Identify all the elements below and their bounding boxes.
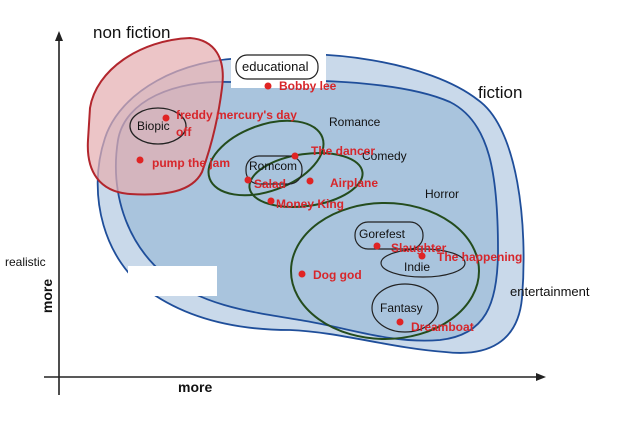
money-king-dot <box>267 197 275 205</box>
bobby-lee-label: Bobby lee <box>279 79 337 93</box>
educational-label: educational <box>242 59 309 74</box>
blank-label-patch <box>128 266 217 296</box>
the-dancer-dot <box>291 152 299 160</box>
comedy-label: Comedy <box>362 149 407 163</box>
airplane-dot <box>306 177 314 185</box>
salad-dot <box>244 176 252 184</box>
educational-label-patch <box>231 50 326 88</box>
fiction-label: fiction <box>478 83 522 102</box>
money-king-label: Money King <box>276 197 344 211</box>
fantasy-label: Fantasy <box>380 301 423 315</box>
dog-god-dot <box>298 270 306 278</box>
horror-label: Horror <box>425 187 459 201</box>
y-axis-label: more <box>39 279 55 313</box>
educational-box <box>235 54 319 80</box>
indie-ellipse <box>380 248 466 278</box>
the-dancer-label: The dancer <box>311 144 375 158</box>
slaughter-label: Slaughter <box>391 241 447 255</box>
romcom-label: Romcom <box>249 159 297 173</box>
gorefest-label: Gorefest <box>359 227 406 241</box>
bobby-lee-dot <box>264 82 272 90</box>
romance-label: Romance <box>329 115 381 129</box>
comedy-group <box>248 152 364 208</box>
axes <box>44 31 546 395</box>
the-happening-label: The happening <box>437 250 522 264</box>
gorefest-box <box>354 221 424 250</box>
airplane-label: Airplane <box>330 176 378 190</box>
slaughter-dot <box>373 242 381 250</box>
the-happening-dot <box>418 252 426 260</box>
nonfiction-label: non fiction <box>93 23 171 42</box>
biopic-label: Biopic <box>137 119 170 133</box>
dreamboat-dot <box>396 318 404 326</box>
salad-label: Salad <box>254 177 286 191</box>
y-axis-arrowhead <box>55 31 63 41</box>
nonfiction-region <box>86 36 224 196</box>
entertainment-label: entertainment <box>510 284 590 299</box>
romcom-box <box>245 155 303 185</box>
pump-the-jam-label: pump the jam <box>152 156 230 170</box>
freddy-dot <box>162 114 170 122</box>
realistic-label: realistic <box>5 255 46 269</box>
fantasy-ellipse <box>371 283 439 333</box>
x-axis-arrowhead <box>536 373 546 381</box>
dreamboat-label: Dreamboat <box>411 320 474 334</box>
romance-group <box>207 119 325 197</box>
dog-god-label: Dog god <box>313 268 362 282</box>
freddy-label-line2: off <box>176 125 192 139</box>
indie-label: Indie <box>404 260 430 274</box>
freddy-label-line1: freddy mercury's day <box>176 108 297 122</box>
horror-group <box>290 202 480 340</box>
pump-the-jam-dot <box>136 156 144 164</box>
biopic-ellipse <box>129 107 187 145</box>
x-axis-label: more <box>178 379 212 395</box>
